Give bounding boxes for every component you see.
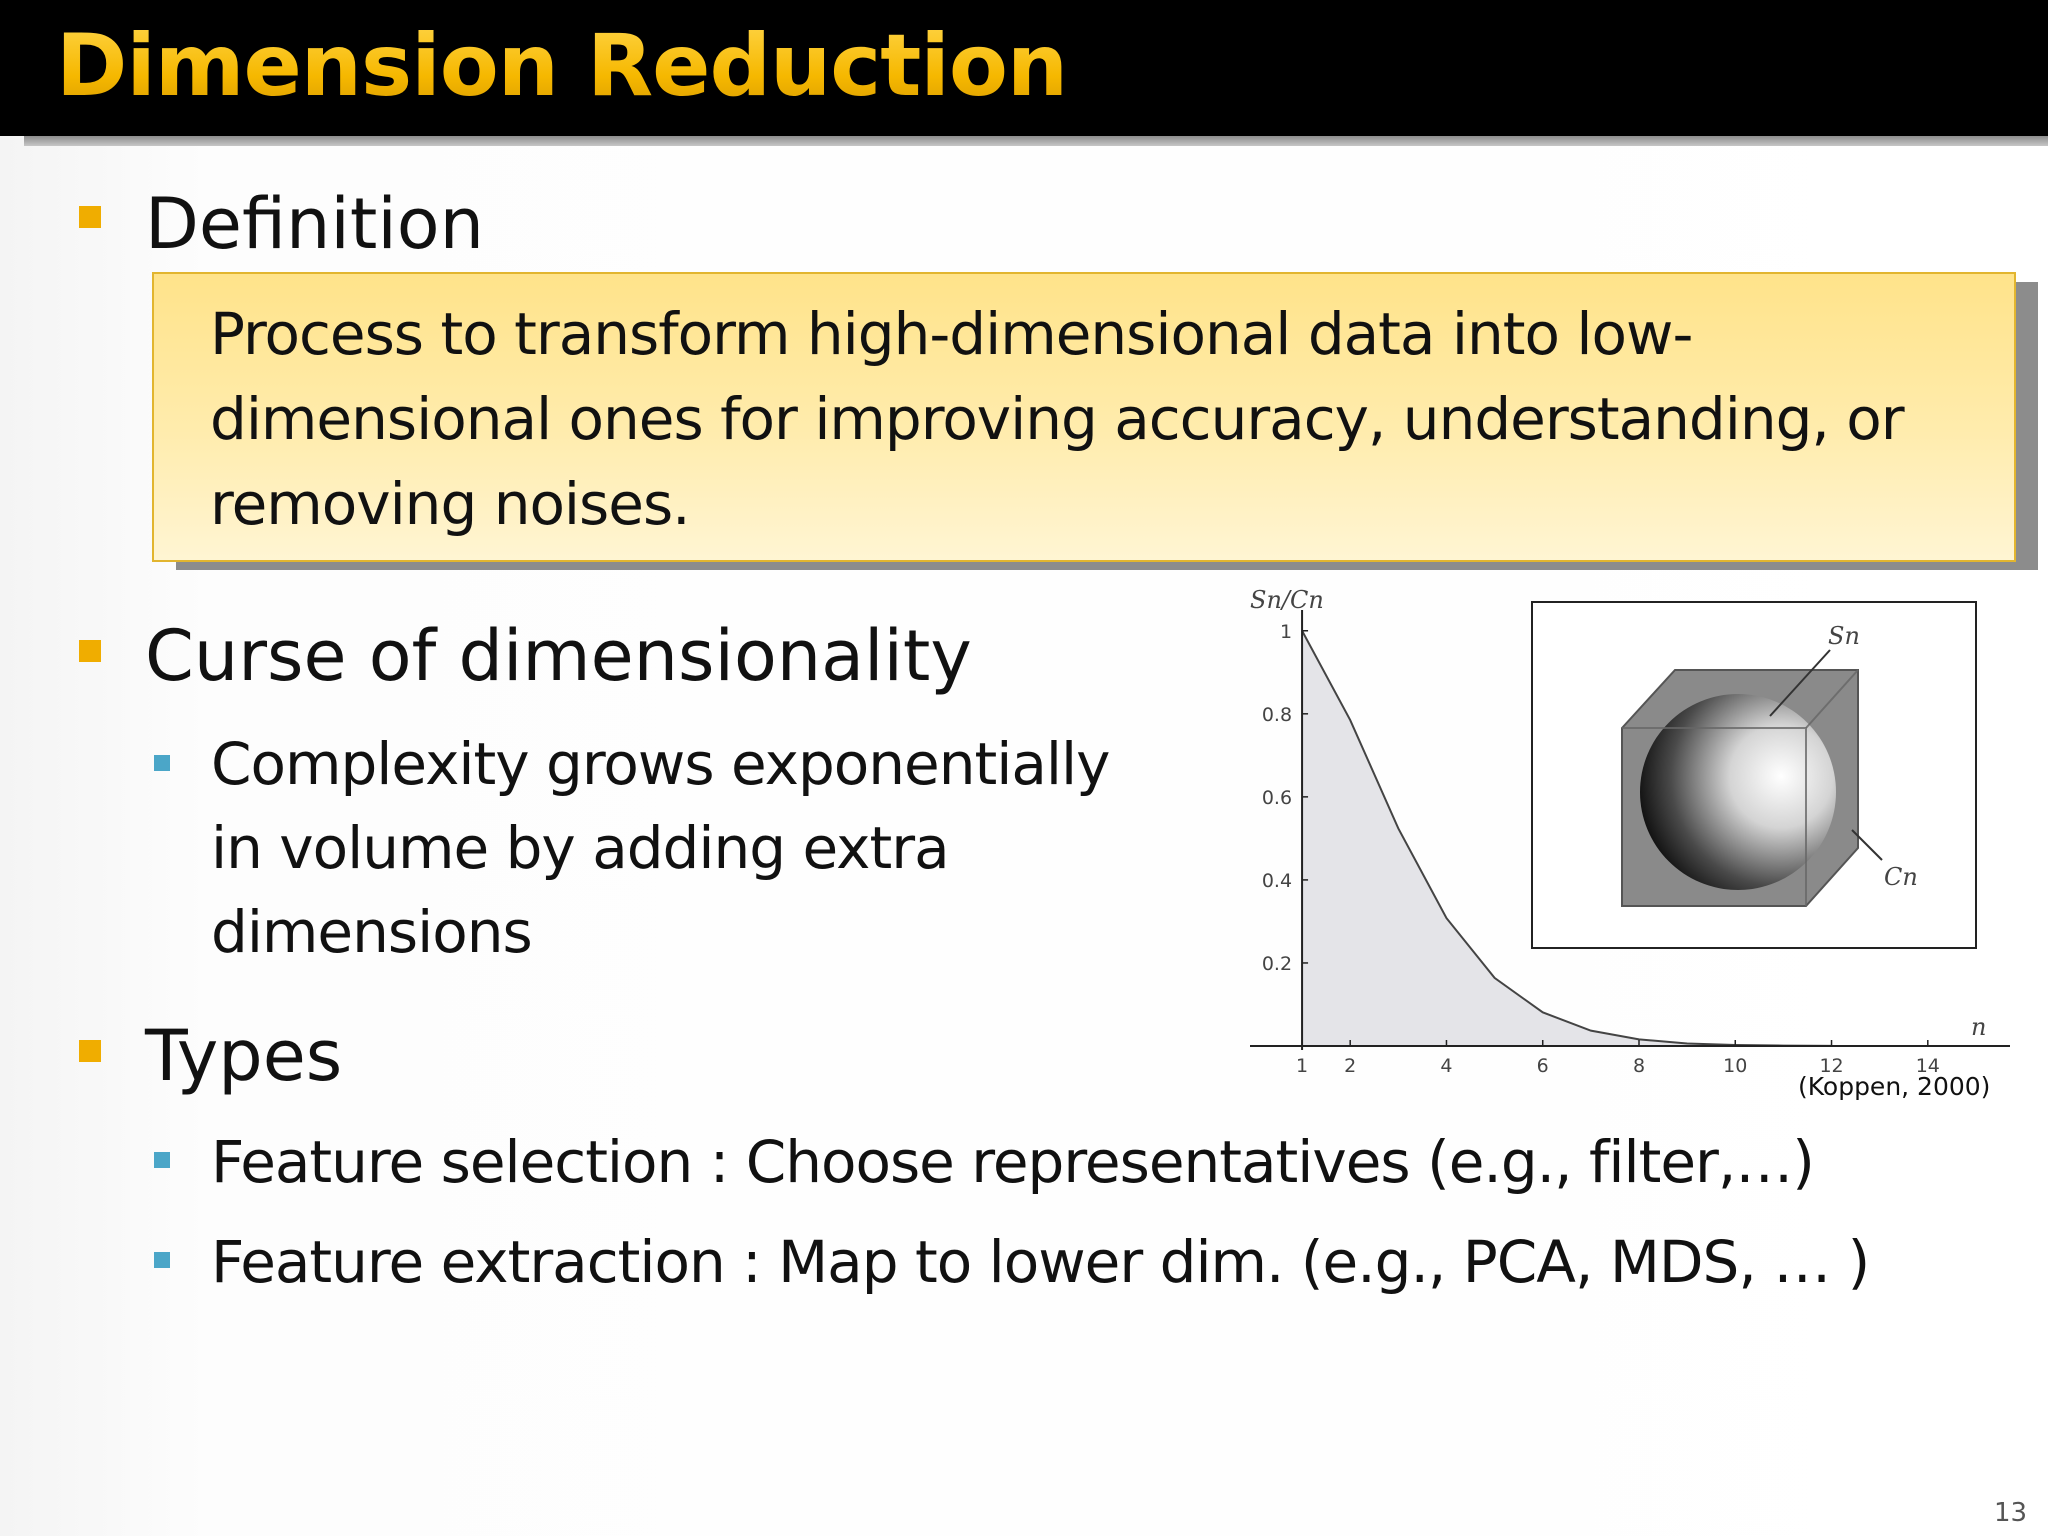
curse-heading: Curse of dimensionality <box>145 615 972 697</box>
bullet-square-icon <box>79 640 101 662</box>
curse-bullet-text: Complexity grows exponentially in volume… <box>211 730 1110 966</box>
sub-bullet-square-icon <box>154 1252 170 1268</box>
x-tick-label: 4 <box>1440 1055 1452 1077</box>
area-fill <box>1302 630 1832 1046</box>
y-axis-label: Sn/Cn <box>1250 586 1324 614</box>
x-tick-label: 1 <box>1296 1055 1308 1077</box>
y-tick-label: 0.6 <box>1262 787 1292 809</box>
cube-label: Cn <box>1884 863 1918 891</box>
x-tick-label: 12 <box>1819 1055 1843 1077</box>
y-tick-label: 0.8 <box>1262 704 1292 726</box>
types-bullet-feature-extraction: Feature extraction : Map to lower dim. (… <box>211 1228 1870 1296</box>
ratio-plot: 1 2 4 6 8 10 12 140.20.40.60.81 Sn/Cn n Sn Cn <box>1250 586 2010 1077</box>
x-tick-label: 6 <box>1537 1055 1549 1077</box>
types-bullet-feature-selection: Feature selection : Choose representativ… <box>211 1128 1815 1196</box>
definition-box: Process to transform high-dimensional da… <box>152 272 2016 562</box>
x-tick-label: 10 <box>1723 1055 1747 1077</box>
y-tick-label: 1 <box>1280 621 1292 643</box>
sub-bullet-square-icon <box>154 1152 170 1168</box>
figure-citation: (Koppen, 2000) <box>1798 1072 1991 1101</box>
x-tick-label: 2 <box>1344 1055 1356 1077</box>
title-shadow <box>24 136 2048 146</box>
bullet-square-icon <box>79 1040 101 1062</box>
types-heading: Types <box>145 1015 343 1097</box>
plot-area: 1 2 4 6 8 10 12 140.20.40.60.81 <box>1250 610 2010 1077</box>
x-axis-label: n <box>1971 1013 1986 1041</box>
sphere-shape <box>1640 694 1836 890</box>
sphere-in-cube-inset: Sn Cn <box>1531 601 1977 949</box>
y-tick-label: 0.4 <box>1262 870 1292 892</box>
x-tick-label: 14 <box>1916 1055 1940 1077</box>
title-bar: Dimension Reduction <box>0 0 2048 136</box>
definition-heading: Definition <box>145 183 484 265</box>
x-tick-label: 8 <box>1633 1055 1645 1077</box>
sphere-label: Sn <box>1828 622 1860 650</box>
sub-bullet-square-icon <box>154 755 170 771</box>
page-number: 13 <box>1994 1498 2028 1528</box>
definition-text: Process to transform high-dimensional da… <box>210 300 1905 538</box>
slide-title: Dimension Reduction <box>56 16 1068 116</box>
bullet-square-icon <box>79 206 101 228</box>
y-tick-label: 0.2 <box>1262 953 1292 975</box>
